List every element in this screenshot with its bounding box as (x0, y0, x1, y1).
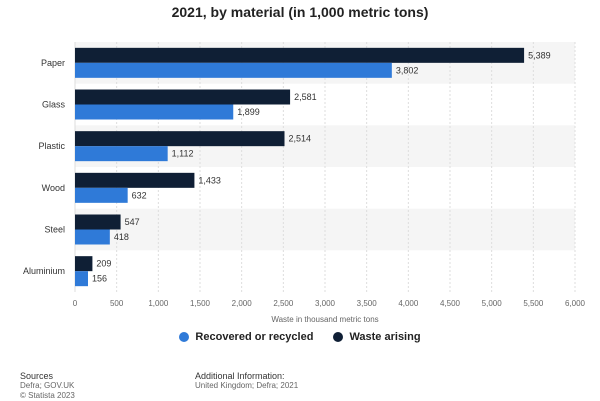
bar-recovered (75, 229, 110, 245)
data-label: 1,433 (198, 175, 221, 185)
x-tick-label: 5,000 (482, 299, 503, 308)
category-label: Steel (44, 225, 65, 235)
data-label: 209 (96, 259, 111, 269)
bar-waste-arising (75, 172, 195, 188)
bar-recovered (75, 146, 168, 162)
x-tick-label: 0 (73, 299, 78, 308)
bar-waste-arising (75, 214, 121, 230)
additional-info-header: Additional Information: (195, 371, 285, 381)
x-tick-label: 3,500 (357, 299, 378, 308)
x-tick-label: 500 (110, 299, 124, 308)
x-tick-label: 4,000 (398, 299, 419, 308)
data-label: 156 (92, 274, 107, 284)
x-tick-label: 2,000 (232, 299, 253, 308)
chart-title: 2021, by material (in 1,000 metric tons) (171, 4, 429, 20)
x-tick-label: 3,000 (315, 299, 336, 308)
additional-info-line: United Kingdom; Defra; 2021 (195, 381, 299, 390)
data-label: 2,581 (294, 92, 317, 102)
data-label: 418 (114, 232, 129, 242)
data-label: 2,514 (289, 134, 312, 144)
category-label: Plastic (38, 141, 65, 151)
x-tick-label: 5,500 (523, 299, 544, 308)
legend-label-waste: Waste arising (349, 331, 421, 343)
category-label: Wood (42, 183, 65, 193)
data-label: 5,389 (528, 50, 551, 60)
legend-item-waste[interactable]: Waste arising (333, 331, 421, 343)
x-tick-label: 4,500 (440, 299, 461, 308)
sources-header: Sources (20, 371, 54, 381)
bar-recovered (75, 104, 234, 120)
data-label: 632 (132, 190, 147, 200)
x-tick-label: 6,000 (565, 299, 586, 308)
x-tick-label: 1,000 (148, 299, 169, 308)
x-axis-label: Waste in thousand metric tons (271, 315, 378, 324)
copyright-line: © Statista 2023 (20, 391, 75, 400)
legend-label-recovered: Recovered or recycled (195, 331, 314, 343)
legend-swatch-waste (333, 332, 344, 342)
legend-swatch-recovered (179, 332, 190, 342)
bar-waste-arising (75, 131, 285, 147)
bar-recovered (75, 187, 128, 203)
bar-chart: 0 500 1,000 1,500 2,000 2,500 3,000 3,500 4,000 4… (23, 42, 586, 324)
bar-waste-arising (75, 47, 525, 63)
x-tick-label: 1,500 (190, 299, 211, 308)
chart-legend: Recovered or recycled Waste arising (0, 331, 600, 343)
data-label: 547 (125, 217, 140, 227)
data-label: 3,802 (396, 65, 419, 75)
bar-recovered (75, 62, 392, 78)
category-label: Glass (42, 100, 66, 110)
bar-waste-arising (75, 89, 291, 105)
sources-line[interactable]: Defra; GOV.UK (20, 381, 75, 390)
bar-recovered (75, 271, 88, 287)
additional-info-block: Additional Information: United Kingdom; … (195, 371, 298, 391)
category-label: Aluminium (23, 266, 65, 276)
data-label: 1,899 (237, 107, 260, 117)
data-label: 1,112 (172, 149, 194, 159)
category-label: Paper (41, 58, 65, 68)
x-tick-label: 2,500 (273, 299, 294, 308)
sources-block: Sources Defra; GOV.UK © Statista 2023 (20, 371, 75, 401)
bar-waste-arising (75, 256, 93, 272)
legend-item-recovered[interactable]: Recovered or recycled (179, 331, 313, 343)
